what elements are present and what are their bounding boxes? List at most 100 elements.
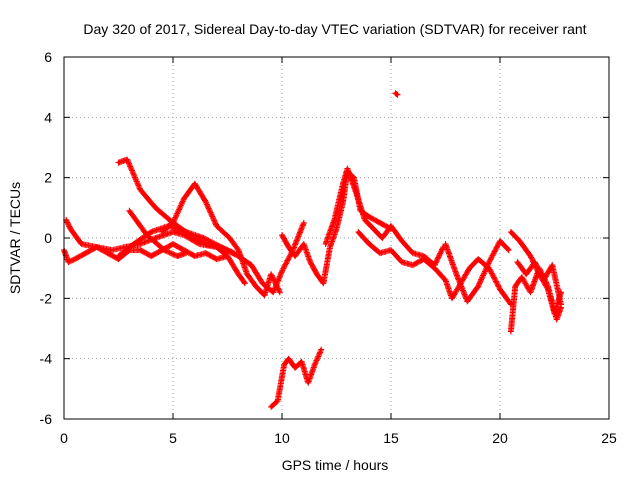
data-point	[237, 273, 240, 276]
data-point	[529, 254, 532, 258]
data-point	[139, 242, 142, 246]
data-point	[204, 242, 207, 246]
data-point	[278, 291, 282, 294]
data-point	[555, 318, 558, 321]
data-point	[389, 248, 393, 252]
x-tick-label: 10	[274, 430, 290, 446]
data-point	[368, 242, 371, 246]
data-point	[466, 300, 469, 303]
data-point	[215, 257, 218, 261]
data-point	[341, 182, 345, 185]
series-track-i	[322, 165, 447, 269]
data-point	[389, 224, 393, 228]
data-point	[396, 93, 399, 96]
data-point	[245, 273, 249, 276]
data-point	[368, 215, 371, 219]
data-point	[293, 366, 297, 369]
series-markers	[279, 168, 394, 287]
data-point	[228, 236, 231, 240]
data-point	[335, 227, 338, 231]
data-point	[126, 158, 129, 161]
data-point	[411, 251, 414, 255]
x-tick-label: 20	[492, 430, 508, 446]
data-point	[509, 230, 513, 234]
data-point	[117, 254, 120, 258]
data-point	[204, 200, 207, 203]
data-point	[269, 273, 273, 276]
data-point	[542, 279, 545, 282]
data-point	[237, 248, 240, 252]
data-point	[139, 248, 142, 252]
series-layer	[61, 90, 564, 410]
data-point	[468, 266, 471, 270]
tick-layer: 0 5 10 15 20 25 -6 -4 -2 0 2 4 6	[40, 49, 617, 446]
data-point	[202, 236, 205, 240]
data-point	[559, 303, 563, 306]
data-point	[95, 245, 98, 249]
data-point	[433, 266, 436, 270]
data-point	[444, 279, 447, 282]
y-axis-label: SDTVAR / TECUs	[7, 182, 23, 294]
data-point	[171, 230, 175, 234]
data-point	[477, 257, 480, 261]
data-point	[139, 188, 142, 191]
series-track-h	[279, 168, 394, 287]
data-point	[422, 257, 425, 261]
data-point	[287, 357, 290, 360]
data-point	[128, 209, 131, 213]
data-point	[533, 260, 537, 264]
data-point	[516, 260, 519, 264]
data-point	[117, 161, 120, 164]
data-point	[184, 251, 188, 255]
data-point	[477, 285, 480, 288]
data-point	[160, 230, 164, 234]
series-track-g	[268, 346, 325, 410]
data-point	[378, 221, 382, 225]
data-point	[514, 285, 517, 288]
data-point	[394, 92, 397, 95]
data-point	[498, 288, 502, 291]
data-point	[145, 233, 149, 237]
series-markers	[268, 346, 325, 410]
data-point	[150, 230, 153, 234]
series-track-k	[355, 229, 514, 308]
data-point	[163, 248, 166, 252]
data-point	[243, 282, 247, 285]
data-point	[193, 182, 196, 185]
data-point	[250, 263, 253, 267]
data-point	[197, 242, 201, 246]
data-point	[455, 273, 458, 276]
series-markers	[392, 90, 401, 98]
data-point	[341, 200, 345, 203]
data-point	[328, 245, 332, 249]
x-tick-label: 0	[60, 430, 68, 446]
chart-title: Day 320 of 2017, Sidereal Day-to-day VTE…	[83, 21, 586, 37]
data-point	[333, 218, 336, 222]
data-point	[322, 282, 325, 285]
data-point	[184, 230, 188, 234]
data-point	[64, 218, 68, 222]
y-tick-label: 0	[44, 230, 52, 246]
data-point	[400, 239, 404, 243]
data-point	[313, 363, 316, 366]
data-point	[171, 242, 175, 246]
data-point	[69, 227, 72, 231]
data-point	[320, 348, 323, 351]
data-point	[498, 239, 502, 243]
data-point	[67, 260, 70, 264]
data-point	[346, 167, 349, 170]
data-point	[509, 330, 513, 333]
data-point	[84, 251, 88, 255]
series-track-j	[392, 90, 401, 98]
data-point	[400, 260, 404, 264]
data-point	[450, 297, 454, 300]
data-point	[302, 221, 305, 225]
series-track-l	[442, 238, 512, 305]
data-point	[261, 282, 264, 285]
data-point	[73, 257, 77, 261]
y-tick-label: 4	[44, 109, 52, 125]
data-point	[293, 254, 297, 258]
data-point	[204, 251, 207, 255]
series-track-o	[514, 259, 564, 308]
